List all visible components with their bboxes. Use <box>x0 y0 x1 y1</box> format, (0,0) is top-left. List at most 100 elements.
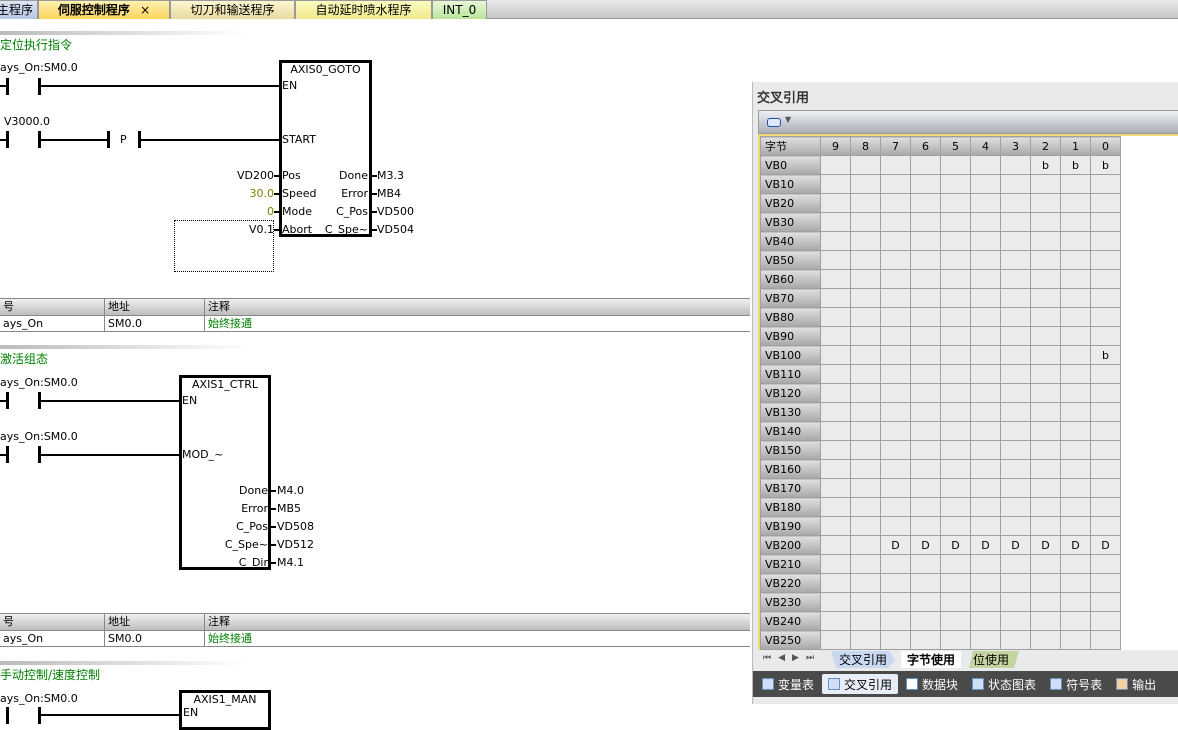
block-axis0-goto[interactable]: AXIS0_GOTO <box>279 60 372 237</box>
grid-cell[interactable] <box>1030 630 1061 650</box>
grid-cell[interactable] <box>1000 250 1031 270</box>
grid-cell[interactable]: b <box>1060 155 1091 175</box>
grid-cell[interactable] <box>970 383 1001 403</box>
grid-cell[interactable] <box>940 212 971 232</box>
grid-cell[interactable] <box>850 573 881 593</box>
grid-cell[interactable] <box>850 250 881 270</box>
grid-cell[interactable] <box>910 364 941 384</box>
grid-cell[interactable] <box>880 554 911 574</box>
grid-cell[interactable] <box>1000 307 1031 327</box>
grid-cell[interactable] <box>970 516 1001 536</box>
grid-cell[interactable] <box>940 421 971 441</box>
grid-cell[interactable] <box>1090 326 1121 346</box>
grid-cell[interactable] <box>1090 478 1121 498</box>
grid-cell[interactable] <box>1060 592 1091 612</box>
grid-cell[interactable] <box>1000 421 1031 441</box>
grid-cell[interactable] <box>1060 345 1091 365</box>
grid-cell[interactable] <box>910 516 941 536</box>
grid-cell[interactable] <box>850 193 881 213</box>
grid-cell[interactable] <box>1030 269 1061 289</box>
grid-cell[interactable] <box>1090 212 1121 232</box>
grid-cell[interactable] <box>880 326 911 346</box>
grid-cell[interactable] <box>970 630 1001 650</box>
grid-cell[interactable] <box>970 155 1001 175</box>
grid-cell[interactable] <box>970 402 1001 422</box>
grid-cell[interactable]: D <box>1060 535 1091 555</box>
block-axis1-ctrl[interactable]: AXIS1_CTRL <box>179 375 271 570</box>
grid-cell[interactable] <box>940 630 971 650</box>
grid-cell[interactable] <box>1000 345 1031 365</box>
bottom-tab-variable-table[interactable]: 变量表 <box>756 674 820 694</box>
grid-cell[interactable] <box>1060 421 1091 441</box>
grid-cell[interactable] <box>820 155 851 175</box>
grid-cell[interactable] <box>1000 478 1031 498</box>
grid-cell[interactable] <box>970 459 1001 479</box>
operand[interactable]: MB4 <box>377 187 402 200</box>
grid-cell[interactable] <box>910 345 941 365</box>
grid-cell[interactable] <box>1060 554 1091 574</box>
grid-cell[interactable] <box>1000 573 1031 593</box>
grid-cell[interactable] <box>970 345 1001 365</box>
grid-cell[interactable] <box>1030 383 1061 403</box>
grid-cell[interactable] <box>1060 193 1091 213</box>
operand[interactable]: 0 <box>267 205 274 218</box>
grid-cell[interactable] <box>910 459 941 479</box>
grid-cell[interactable] <box>1000 212 1031 232</box>
grid-cell[interactable]: D <box>1030 535 1061 555</box>
grid-cell[interactable] <box>1000 440 1031 460</box>
grid-cell[interactable] <box>1030 174 1061 194</box>
operand[interactable]: MB5 <box>277 502 302 515</box>
grid-cell[interactable] <box>850 630 881 650</box>
grid-cell[interactable] <box>910 383 941 403</box>
grid-cell[interactable] <box>1090 592 1121 612</box>
tab-servo-control[interactable]: 伺服控制程序 × <box>38 0 170 19</box>
grid-cell[interactable] <box>970 364 1001 384</box>
grid-cell[interactable] <box>970 440 1001 460</box>
grid-cell[interactable] <box>1030 554 1061 574</box>
grid-cell[interactable] <box>1060 497 1091 517</box>
grid-cell[interactable] <box>880 459 911 479</box>
grid-cell[interactable] <box>1090 440 1121 460</box>
grid-cell[interactable] <box>880 573 911 593</box>
grid-cell[interactable] <box>970 174 1001 194</box>
grid-cell[interactable] <box>910 440 941 460</box>
grid-cell[interactable] <box>880 269 911 289</box>
grid-cell[interactable] <box>1060 630 1091 650</box>
operand[interactable]: M4.0 <box>277 484 304 497</box>
grid-cell[interactable] <box>940 440 971 460</box>
grid-cell[interactable] <box>880 193 911 213</box>
grid-cell[interactable] <box>850 345 881 365</box>
operand[interactable]: V0.1 <box>248 223 274 236</box>
operand[interactable]: 30.0 <box>249 187 275 200</box>
grid-cell[interactable] <box>1060 516 1091 536</box>
grid-cell[interactable] <box>1060 573 1091 593</box>
grid-cell[interactable] <box>910 193 941 213</box>
grid-cell[interactable] <box>1000 592 1031 612</box>
grid-cell[interactable] <box>850 288 881 308</box>
grid-cell[interactable] <box>940 459 971 479</box>
grid-cell[interactable] <box>850 383 881 403</box>
grid-cell[interactable] <box>910 497 941 517</box>
grid-cell[interactable] <box>880 630 911 650</box>
grid-cell[interactable]: D <box>970 535 1001 555</box>
grid-cell[interactable] <box>1090 459 1121 479</box>
grid-cell[interactable] <box>910 250 941 270</box>
grid-cell[interactable] <box>1030 307 1061 327</box>
operand[interactable]: M3.3 <box>377 169 404 182</box>
grid-cell[interactable] <box>1060 212 1091 232</box>
grid-cell[interactable] <box>1030 592 1061 612</box>
grid-cell[interactable] <box>850 231 881 251</box>
grid-cell[interactable] <box>940 383 971 403</box>
grid-cell[interactable] <box>880 307 911 327</box>
grid-cell[interactable] <box>940 497 971 517</box>
grid-cell[interactable] <box>1000 231 1031 251</box>
grid-cell[interactable] <box>880 155 911 175</box>
grid-cell[interactable] <box>910 478 941 498</box>
grid-cell[interactable] <box>910 155 941 175</box>
grid-cell[interactable] <box>1000 155 1031 175</box>
grid-cell[interactable] <box>1000 383 1031 403</box>
grid-cell[interactable] <box>1060 440 1091 460</box>
grid-cell[interactable] <box>940 307 971 327</box>
bottom-tab-cross-reference[interactable]: 交叉引用 <box>822 674 899 694</box>
grid-cell[interactable] <box>850 440 881 460</box>
